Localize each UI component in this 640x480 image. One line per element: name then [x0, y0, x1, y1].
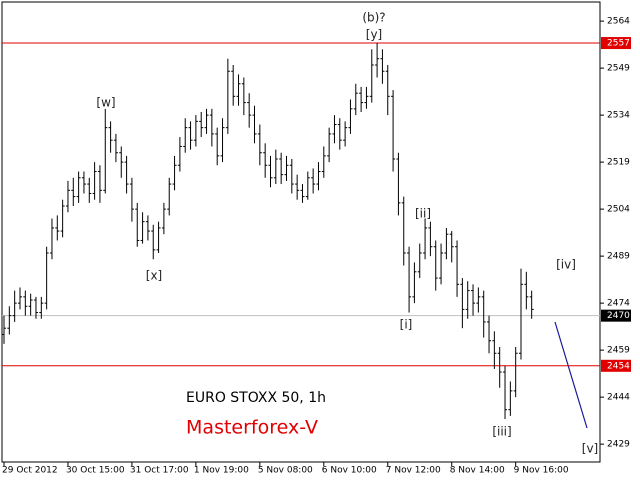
level-label: 2470 — [607, 311, 630, 321]
y-tick-label: 2549 — [607, 64, 630, 74]
x-tick-label: 7 Nov 12:00 — [386, 466, 441, 476]
wave-label: [i] — [400, 318, 413, 332]
plot-frame — [1, 1, 601, 463]
y-tick-label: 2534 — [607, 111, 630, 121]
chart-title: EURO STOXX 50, 1h — [186, 390, 326, 406]
x-tick-label: 9 Nov 16:00 — [514, 466, 569, 476]
x-tick-label: 1 Nov 19:00 — [194, 466, 249, 476]
wave-label: [w] — [96, 96, 115, 110]
y-tick-label: 2459 — [607, 346, 630, 356]
y-tick-label: 2564 — [607, 17, 630, 27]
wave-label: [y] — [366, 28, 382, 42]
level-label: 2454 — [607, 361, 630, 371]
y-tick-label: 2444 — [607, 393, 630, 403]
y-tick-label: 2429 — [607, 440, 630, 450]
wave-label: [x] — [146, 269, 162, 283]
x-tick-label: 31 Oct 17:00 — [130, 466, 189, 476]
level-label: 2557 — [607, 39, 630, 49]
y-tick-label: 2474 — [607, 299, 630, 309]
x-tick-label: 8 Nov 14:00 — [450, 466, 505, 476]
x-tick-label: 5 Nov 08:00 — [258, 466, 313, 476]
level-label-box — [601, 359, 631, 372]
wave-label: [ii] — [415, 207, 431, 221]
x-tick-label: 29 Oct 2012 — [2, 466, 58, 476]
x-tick-label: 30 Oct 15:00 — [66, 466, 125, 476]
y-tick-label: 2489 — [607, 252, 630, 262]
wave-label: [iv] — [556, 258, 576, 272]
chart-subtitle: Masterforex-V — [186, 417, 318, 439]
level-label-box — [601, 309, 631, 322]
wave-label: [v] — [582, 442, 598, 456]
level-label-box — [601, 37, 631, 50]
x-tick-label: 6 Nov 10:00 — [322, 466, 377, 476]
wave-label: [iii] — [492, 425, 511, 439]
y-tick-label: 2519 — [607, 158, 630, 168]
y-tick-label: 2504 — [607, 205, 630, 215]
projection-line — [554, 321, 588, 429]
wave-label: (b)? — [362, 11, 385, 25]
